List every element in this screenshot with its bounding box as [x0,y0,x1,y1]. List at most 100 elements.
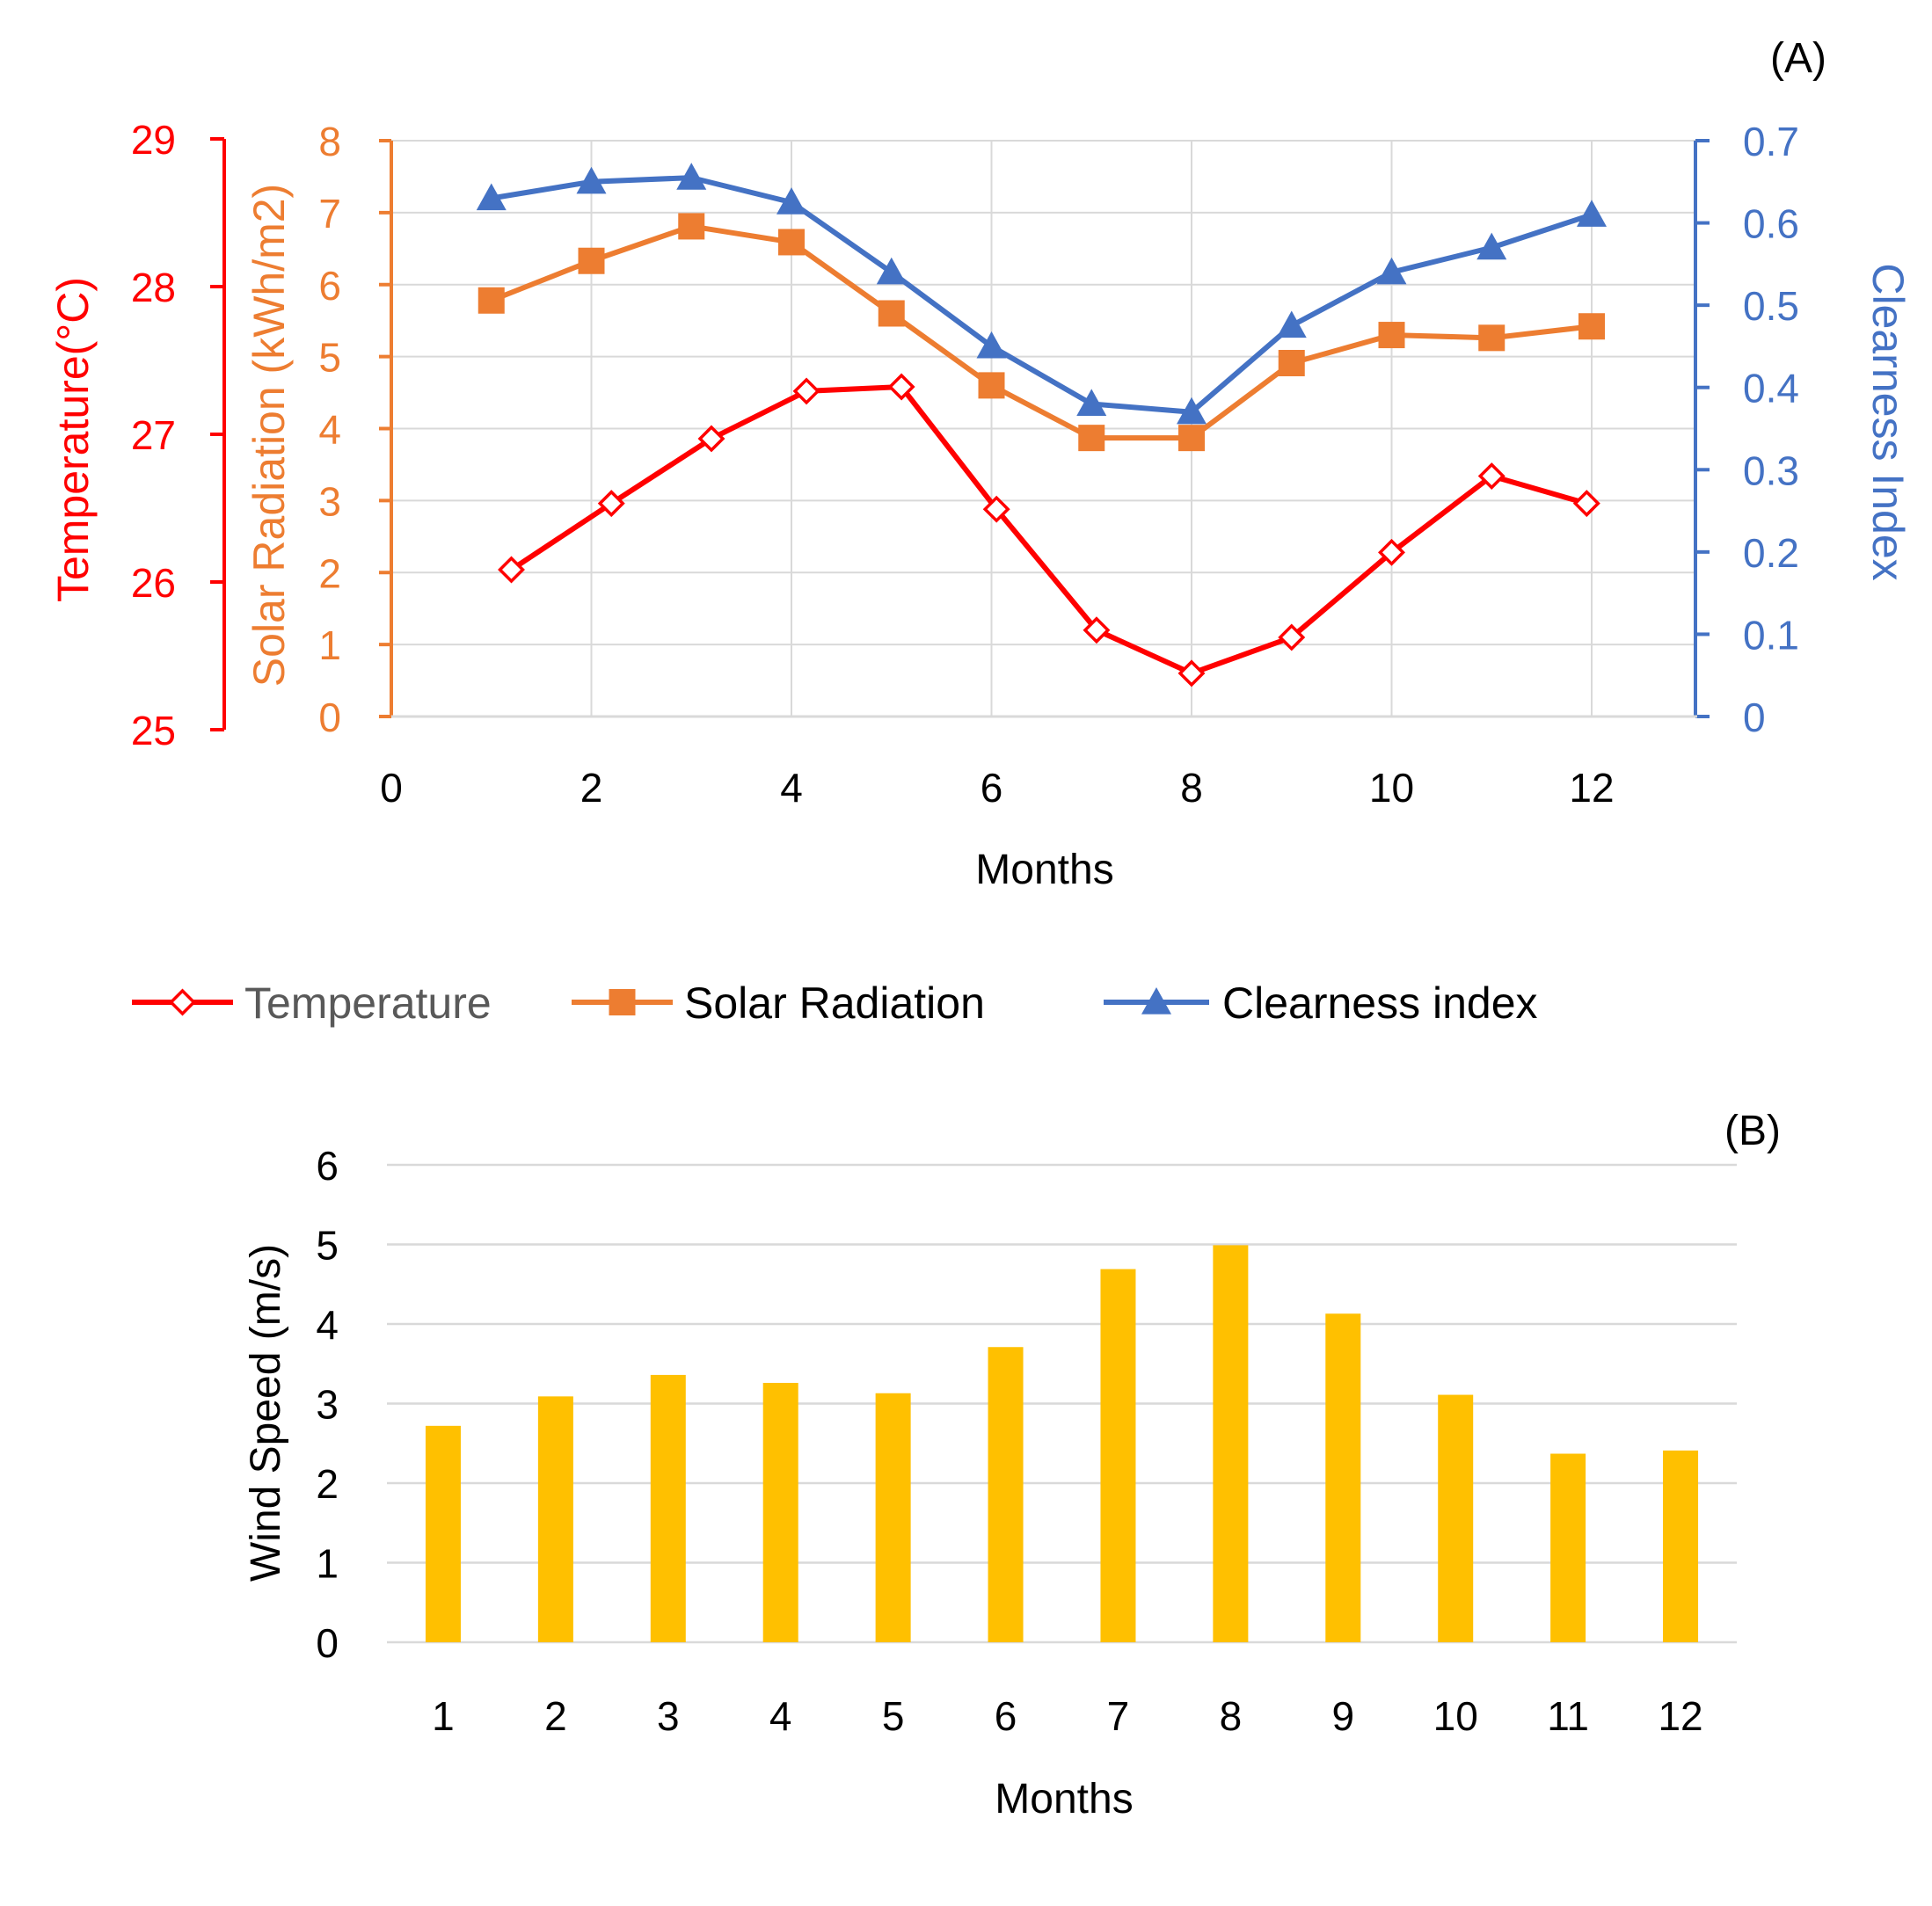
legend-label: Clearness index [1222,978,1538,1028]
data-point-clearness-index [1577,200,1607,227]
clearness-tick-label: 0.2 [1743,530,1799,576]
data-point-solar-radiation [878,300,905,327]
chart-b-x-tick-label: 3 [657,1693,680,1739]
panel-label-b: (B) [1724,1108,1781,1154]
chart-a-x-tick-label: 2 [580,765,603,811]
data-point-temperature [887,373,915,401]
data-point-solar-radiation [1178,425,1205,452]
bar-month-9 [1325,1313,1361,1642]
panel-label-a: (A) [1770,35,1826,82]
chart-b-y-tick-label: 4 [316,1302,339,1348]
solar-axis-label: Solar Radiation (kWh/m2) [244,184,294,687]
solar-tick-label: 8 [318,119,341,164]
clearness-tick-label: 0 [1743,695,1766,740]
data-point-clearness-index [1276,310,1307,338]
temperature-tick-label: 25 [131,708,176,753]
data-point-solar-radiation [1378,322,1405,349]
chart-b-y-tick-label: 2 [316,1461,339,1507]
data-point-clearness-index [876,257,907,285]
clearness-tick-label: 0.3 [1743,447,1799,493]
chart-b-x-tick-label: 7 [1107,1693,1130,1739]
legend-label: Solar Radiation [684,978,985,1028]
data-point-solar-radiation [978,372,1005,399]
solar-tick-label: 3 [318,478,341,524]
clearness-axis: 0 0.1 0.2 0.3 0.4 0.5 0.6 0.7 [1694,119,1799,740]
data-point-temperature [1572,490,1600,518]
bar-month-2 [537,1396,573,1642]
data-point-clearness-index [1177,396,1207,425]
legend-marker [169,988,196,1016]
chart-a-x-axis-label: Months [975,847,1113,893]
data-point-temperature [1477,462,1506,491]
clearness-tick-label: 0.5 [1743,283,1799,329]
data-point-clearness-index [476,183,507,211]
chart-b-x-axis-label: Months [995,1776,1133,1822]
data-point-temperature [697,425,725,453]
chart-a-legend: Temperature Solar Radiation Clearness inde… [132,978,1538,1028]
chart-a-horizontal-gridlines [391,140,1697,717]
solar-tick-label: 4 [318,407,341,453]
data-point-temperature [1378,538,1405,566]
bar-month-7 [1100,1269,1136,1642]
series-line-clearness-index [491,175,1593,415]
data-point-clearness-index [976,331,1007,359]
bar-month-12 [1663,1450,1699,1642]
data-point-solar-radiation [578,247,605,274]
data-point-solar-radiation [478,287,505,314]
clearness-axis-label: Clearness Index [1863,263,1913,580]
data-point-temperature [498,556,525,584]
series-temperature [498,373,1600,687]
chart-b-y-tick-label: 3 [316,1382,339,1428]
bar-month-5 [875,1393,911,1642]
chart-a-x-tick-label: 0 [380,765,403,811]
data-point-temperature [1177,659,1206,687]
solar-tick-label: 0 [318,695,341,740]
data-point-temperature [792,377,820,405]
solar-axis: 0 1 2 3 4 5 6 7 8 [318,119,393,740]
clearness-tick-label: 0.6 [1743,201,1799,247]
bar-month-3 [650,1374,686,1642]
temperature-axis: 25 26 27 28 29 [131,117,226,753]
temperature-tick-label: 29 [131,117,176,163]
solar-tick-label: 6 [318,263,341,309]
data-point-solar-radiation [678,213,705,240]
data-point-temperature [982,495,1010,523]
clearness-tick-label: 0.1 [1743,612,1799,658]
temperature-axis-label: Temperature(°C) [48,277,98,602]
temperature-tick-label: 26 [131,560,176,606]
solar-tick-label: 2 [318,550,341,596]
clearness-tick-label: 0.4 [1743,366,1799,411]
chart-b-y-tick-label: 6 [316,1143,339,1189]
chart-b-bars [425,1245,1699,1642]
series-line-temperature [509,384,1588,676]
data-point-temperature [1278,623,1306,651]
chart-b-x-tick-label: 2 [544,1693,567,1739]
solar-tick-label: 1 [318,622,341,668]
solar-tick-label: 5 [318,335,341,381]
data-point-clearness-index [1076,389,1107,417]
data-point-clearness-index [776,187,806,215]
series-solar-radiation [478,213,1605,452]
chart-b-x-tick-label: 6 [995,1693,1017,1739]
legend-marker [609,989,636,1015]
chart-a-x-tick-label: 10 [1369,765,1414,811]
data-point-solar-radiation [778,229,805,256]
chart-b-x-tick-label: 8 [1220,1693,1243,1739]
data-point-temperature [1083,616,1111,644]
bar-month-11 [1550,1453,1586,1642]
chart-b-y-tick-label: 0 [316,1620,339,1666]
data-point-solar-radiation [1278,349,1305,376]
chart-a-x-tick-label: 12 [1569,765,1614,811]
data-point-clearness-index [1476,232,1507,260]
chart-b-x-tick-label: 5 [882,1693,905,1739]
data-point-clearness-index [676,163,707,190]
series-line-solar-radiation [490,223,1593,441]
bar-month-1 [425,1425,461,1642]
temperature-tick-label: 27 [131,412,176,458]
chart-b-x-tick-label: 12 [1658,1693,1702,1739]
chart-a-climate-lines: 2526272829Temperature(°C)012345678Solar … [48,35,1913,1028]
legend-item-clearness-index: Clearness index [1104,978,1538,1028]
chart-b-y-axis-label: Wind Speed (m/s) [243,1244,289,1582]
legend-item-solar-radiation: Solar Radiation [572,978,985,1028]
